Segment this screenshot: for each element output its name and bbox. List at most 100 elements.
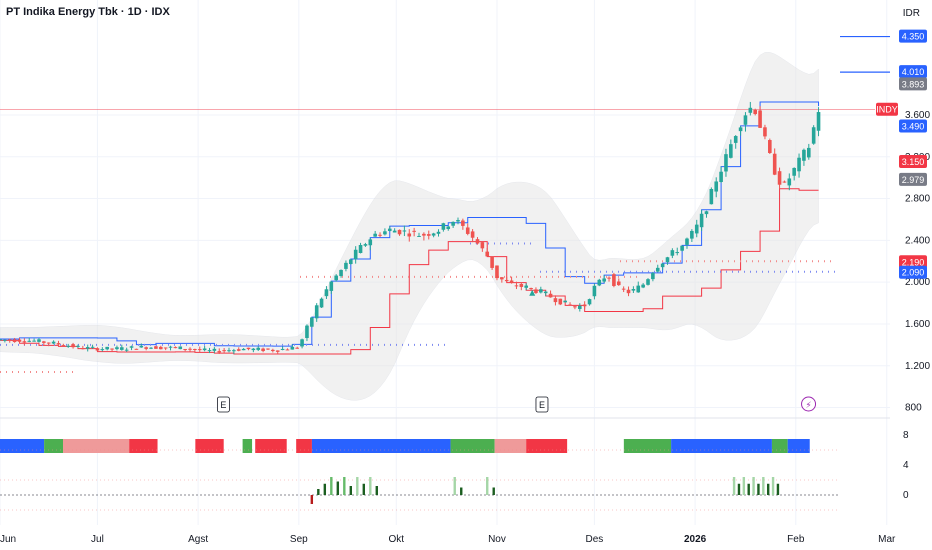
- candle-body: [329, 281, 334, 291]
- candle-body: [616, 281, 621, 286]
- price-tag-label: 4.350: [902, 32, 925, 42]
- regime-bar: [526, 439, 568, 453]
- candle-body: [660, 263, 665, 268]
- candle-body: [314, 305, 319, 319]
- candle-body: [319, 298, 324, 308]
- candle-body: [621, 288, 626, 290]
- candle-body: [110, 348, 114, 350]
- candle-body: [534, 289, 538, 293]
- candle-body: [7, 339, 12, 341]
- candle-body: [266, 348, 270, 350]
- histogram-bar: [766, 483, 770, 495]
- candle-body: [568, 304, 572, 306]
- candle-body: [392, 230, 397, 233]
- candle-body: [797, 157, 801, 172]
- candle-body: [592, 285, 597, 297]
- candle-body: [85, 347, 90, 349]
- y-tick-label: 2.000: [905, 277, 930, 288]
- earnings-marker: [535, 396, 549, 413]
- candle-body: [806, 147, 811, 158]
- candle-body: [743, 115, 748, 125]
- candle-body: [95, 348, 100, 351]
- candle-body: [154, 346, 158, 349]
- candle-body: [144, 347, 148, 349]
- histogram-bar: [742, 477, 746, 495]
- candle-body: [173, 347, 178, 349]
- candle-body: [115, 347, 119, 350]
- histogram-bar: [757, 483, 760, 495]
- regime-bar: [623, 439, 672, 453]
- price-tag-label: INDY: [876, 105, 898, 115]
- candle-body: [407, 233, 412, 237]
- regime-bar: [671, 439, 772, 453]
- regime-bar: [311, 439, 451, 453]
- candle-body: [66, 345, 71, 347]
- candle-body: [310, 317, 314, 327]
- price-tag: [899, 265, 927, 279]
- histogram-bar: [317, 489, 320, 495]
- candle-body: [188, 348, 192, 350]
- price-tag: [899, 29, 927, 43]
- candle-body: [519, 283, 524, 287]
- x-tick-label: Des: [586, 534, 604, 545]
- candle-body: [285, 349, 290, 351]
- candle-body: [163, 347, 168, 349]
- candle-body: [51, 341, 56, 344]
- price-tag: [899, 77, 927, 91]
- candle-body: [402, 230, 407, 232]
- candle-body: [480, 242, 485, 249]
- candle-body: [553, 298, 558, 303]
- candle-body: [349, 259, 353, 265]
- price-tag-label: 2.090: [902, 268, 925, 278]
- candle-body: [422, 233, 426, 236]
- price-tag-label: 2.190: [902, 257, 925, 267]
- histogram-bar: [362, 483, 365, 495]
- candle-body: [577, 305, 582, 309]
- price-tag-label: 3.150: [902, 157, 925, 167]
- histogram-bar: [330, 477, 333, 495]
- price-tag: [899, 255, 927, 269]
- candle-body: [461, 220, 465, 226]
- candle-body: [738, 127, 743, 132]
- x-tick-label: 2026: [684, 534, 707, 545]
- histogram-bar: [732, 477, 736, 495]
- y-tick-label: 1.200: [905, 361, 930, 372]
- candle-body: [71, 344, 75, 348]
- candle-body: [690, 230, 694, 239]
- y-tick-label: 3.600: [905, 110, 930, 121]
- histogram-bar: [460, 487, 463, 495]
- candle-body: [704, 211, 709, 215]
- candle-body: [563, 300, 567, 303]
- histogram-bar: [336, 481, 340, 495]
- candle-body: [514, 285, 519, 287]
- candle-body: [105, 346, 109, 350]
- candle-body: [358, 245, 363, 254]
- candle-body: [675, 252, 680, 254]
- regime-bar: [255, 439, 287, 453]
- candle-body: [334, 275, 338, 281]
- candle-body: [694, 224, 699, 234]
- histogram-bar: [762, 477, 765, 495]
- candle-body: [646, 279, 650, 285]
- histogram-bar: [737, 483, 741, 495]
- candle-body: [787, 178, 792, 186]
- candle-body: [202, 348, 207, 351]
- x-tick-label: Agst: [188, 534, 208, 545]
- y-tick-label: 800: [905, 403, 922, 414]
- sub-y-tick-label: 0: [903, 490, 909, 501]
- candle-body: [27, 340, 32, 342]
- regime-bar: [129, 439, 158, 453]
- price-tag: [899, 172, 927, 186]
- price-tag: [899, 65, 927, 79]
- regime-bar: [44, 439, 64, 453]
- candle-body: [451, 221, 455, 226]
- sub-y-tick-label: 8: [903, 430, 909, 441]
- candle-body: [383, 231, 387, 235]
- candle-body: [811, 127, 816, 144]
- candle-body: [729, 144, 733, 158]
- candle-body: [271, 349, 275, 352]
- candle-body: [587, 299, 592, 305]
- candle-body: [212, 348, 217, 351]
- candle-body: [465, 227, 470, 234]
